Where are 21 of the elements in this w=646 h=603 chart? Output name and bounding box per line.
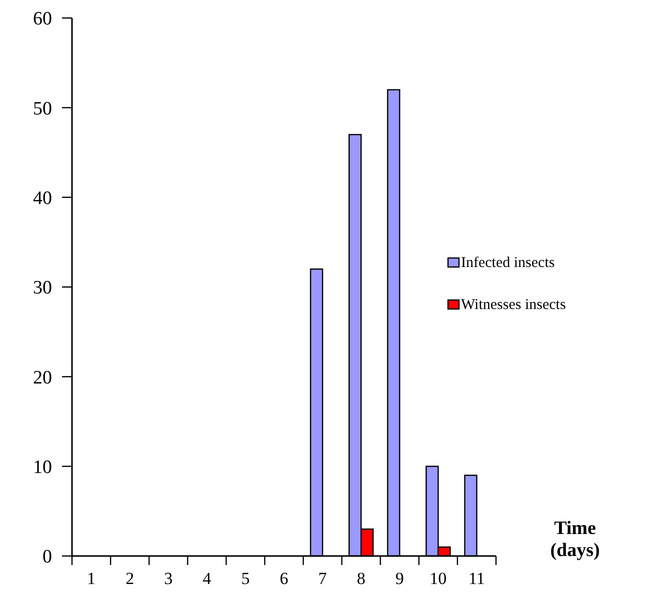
y-tick-label: 50 bbox=[33, 98, 52, 120]
x-tick-label: 2 bbox=[126, 569, 134, 588]
x-tick-label: 9 bbox=[395, 569, 404, 588]
x-tick-label: 4 bbox=[202, 569, 212, 588]
y-tick-label: 0 bbox=[42, 546, 52, 568]
legend-label: Infected insects bbox=[461, 255, 555, 271]
y-tick-label: 40 bbox=[33, 188, 52, 209]
y-tick-label: 10 bbox=[33, 456, 52, 478]
y-tick-label: 20 bbox=[33, 367, 52, 388]
x-tick-label: 5 bbox=[241, 569, 250, 588]
legend-label: Witnesses insects bbox=[461, 297, 566, 313]
x-tick-label: 8 bbox=[356, 569, 366, 588]
x-tick-label: 3 bbox=[164, 569, 173, 588]
x-tick-label: 11 bbox=[468, 569, 485, 588]
x-tick-label: 6 bbox=[280, 569, 288, 588]
x-tick-label: 7 bbox=[318, 569, 328, 588]
y-tick-label: 30 bbox=[33, 278, 52, 299]
x-tick-label: 10 bbox=[430, 569, 447, 588]
x-axis-title: Time (days) bbox=[550, 518, 600, 561]
x-tick-label: 1 bbox=[87, 569, 96, 588]
y-tick-label: 60 bbox=[33, 8, 52, 30]
